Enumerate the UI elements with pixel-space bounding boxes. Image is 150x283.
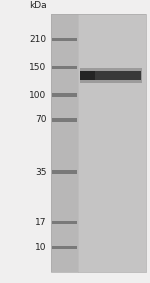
Bar [52, 66, 77, 69]
Bar [52, 246, 77, 249]
Bar [51, 14, 78, 272]
Bar [52, 221, 77, 224]
Bar [52, 118, 77, 122]
Text: 210: 210 [29, 35, 46, 44]
Text: 70: 70 [35, 115, 46, 125]
Bar [52, 93, 77, 97]
Text: 150: 150 [29, 63, 46, 72]
Bar [80, 71, 95, 80]
Bar [52, 170, 77, 174]
Text: 10: 10 [35, 243, 46, 252]
Bar [51, 14, 146, 272]
Text: kDa: kDa [29, 1, 46, 10]
Text: 17: 17 [35, 218, 46, 227]
Bar [78, 14, 146, 272]
Text: 35: 35 [35, 168, 46, 177]
Text: 100: 100 [29, 91, 46, 100]
Bar [80, 68, 142, 83]
Bar [51, 14, 146, 272]
Bar [80, 71, 141, 80]
Bar [52, 38, 77, 41]
